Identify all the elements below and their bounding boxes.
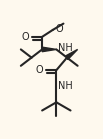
- Text: NH: NH: [58, 43, 73, 53]
- Polygon shape: [42, 47, 56, 52]
- Text: O: O: [22, 32, 29, 42]
- Polygon shape: [66, 49, 78, 60]
- Text: O: O: [55, 24, 63, 34]
- Text: NH: NH: [58, 81, 73, 90]
- Text: O: O: [36, 65, 43, 75]
